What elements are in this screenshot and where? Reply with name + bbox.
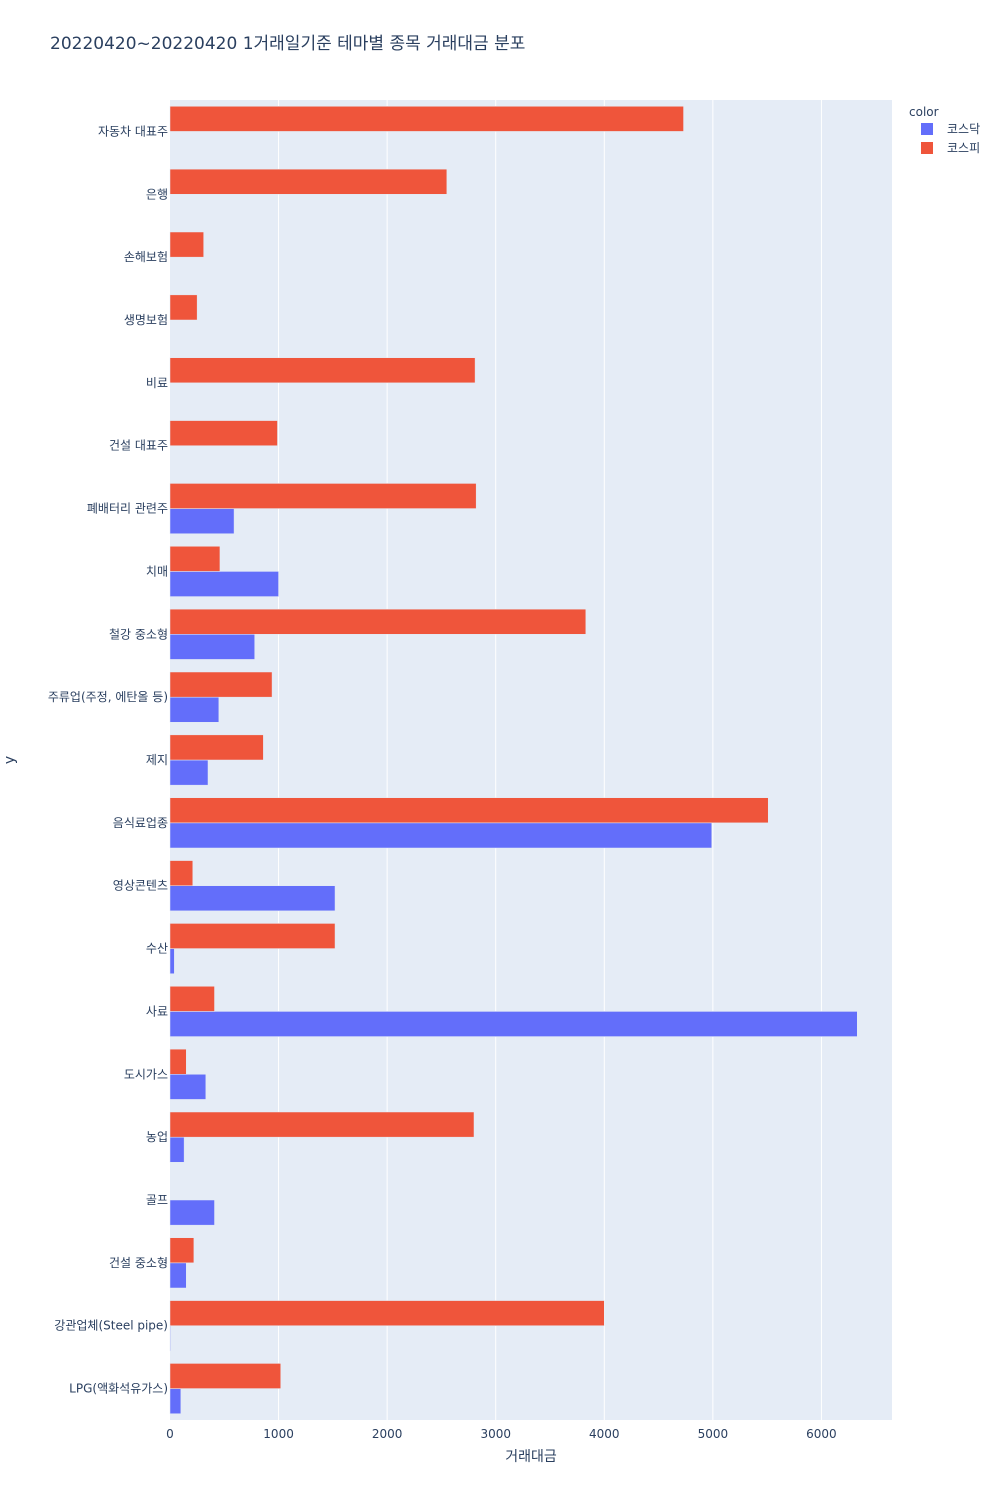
chart-title: 20220420~20220420 1거래일기준 테마별 종목 거래대금 분포: [50, 34, 525, 54]
bar: [169, 948, 175, 974]
x-tick-label: 2000: [372, 1427, 403, 1441]
bar: [169, 734, 264, 761]
bar: [169, 546, 221, 572]
y-tick-label: 건설 중소형: [109, 1256, 168, 1270]
bar: [169, 168, 448, 195]
bar: [169, 1048, 187, 1075]
y-tick-label: 강관업체(Steel pipe): [54, 1319, 168, 1333]
x-axis-title: 거래대금: [505, 1449, 557, 1465]
bar: [169, 986, 215, 1012]
bar: [169, 1363, 281, 1389]
bar: [169, 1199, 215, 1226]
x-tick-label: 1000: [263, 1427, 294, 1441]
bar: [169, 483, 477, 509]
bar: [169, 860, 194, 886]
y-tick-label: 주류업(주정, 에탄올 등): [48, 690, 168, 704]
y-tick-label: 제지: [146, 753, 168, 767]
y-tick-label: 폐배터리 관련주: [87, 502, 168, 516]
y-tick-label: LPG(액화석유가스): [69, 1382, 168, 1396]
bars: [169, 106, 858, 1414]
bar: [169, 357, 476, 384]
y-tick-label: 영상콘텐츠: [113, 879, 168, 893]
y-tick-label: 사료: [146, 1004, 168, 1018]
y-tick-label: 은행: [146, 186, 168, 201]
y-tick-label: 생명보험: [124, 313, 168, 327]
bar: [169, 822, 713, 849]
bar: [169, 1237, 195, 1264]
x-tick-label: 6000: [806, 1427, 837, 1441]
y-tick-label: 건설 대표주: [109, 439, 168, 453]
bar: [169, 1074, 207, 1100]
y-tick-label: 음식료업종: [113, 816, 168, 830]
legend-entry: 코스닥: [947, 122, 980, 136]
bar: [169, 1136, 185, 1163]
x-tick-label: 4000: [589, 1427, 620, 1441]
x-tick-label: 0: [166, 1427, 174, 1441]
bar: [169, 1111, 475, 1138]
x-tick-label: 5000: [698, 1427, 729, 1441]
bar: [169, 696, 220, 723]
bar: [169, 231, 204, 258]
y-tick-label: 비료: [146, 376, 168, 390]
bar: [169, 885, 336, 912]
y-tick-label: 치매: [146, 564, 168, 578]
legend-title: color: [909, 105, 939, 119]
bar: [169, 106, 684, 132]
legend-entry: 코스피: [947, 141, 980, 155]
bar: [169, 571, 279, 597]
bar: [169, 923, 336, 949]
y-tick-label: 농업: [146, 1130, 168, 1144]
bar: [169, 294, 198, 321]
x-tick-labels: 0 1000 2000 3000 4000 5000 6000: [166, 1427, 837, 1441]
y-tick-label: 골프: [146, 1193, 168, 1207]
y-tick-label: 손해보험: [124, 250, 168, 264]
bar: [169, 634, 255, 660]
y-tick-label: 도시가스: [124, 1067, 168, 1081]
bar: [169, 1011, 858, 1037]
plot-background: [170, 100, 892, 1420]
bar: [169, 1325, 171, 1352]
bar: [169, 508, 235, 534]
y-tick-label: 수산: [146, 942, 168, 956]
bar: [169, 608, 587, 635]
bar: [169, 1300, 605, 1326]
bar: [169, 671, 273, 698]
y-tick-label: 자동차 대표주: [98, 124, 168, 138]
bar: [169, 797, 769, 824]
grid-lines: [278, 100, 822, 1420]
bar: [169, 1388, 182, 1414]
y-tick-label: 철강 중소형: [109, 627, 168, 641]
bar: [169, 759, 209, 786]
legend-swatch: [921, 123, 933, 135]
x-tick-label: 3000: [480, 1427, 511, 1441]
legend-swatch: [921, 142, 933, 154]
y-axis-title: y: [2, 756, 18, 764]
bar: [169, 1262, 187, 1289]
bar: [169, 420, 278, 446]
